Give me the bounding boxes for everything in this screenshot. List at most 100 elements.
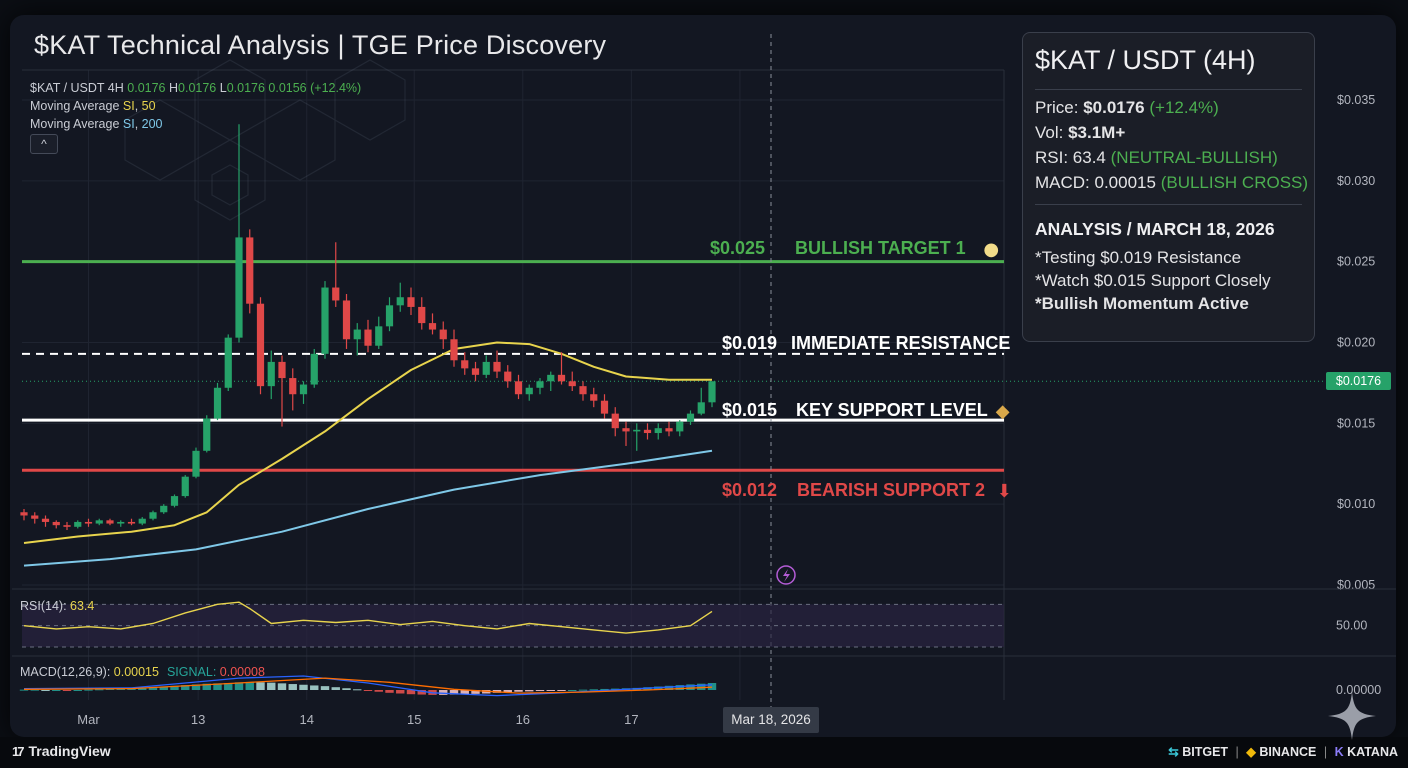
level-name-label: BEARISH SUPPORT 2: [797, 480, 985, 500]
candle-body: [579, 386, 587, 395]
current-price-badge: $0.0176: [1326, 372, 1391, 390]
macd-hist-bar: [234, 682, 244, 690]
price-axis[interactable]: $0.035 $0.030 $0.025 $0.020 $0.015 $0.010 $0.0…: [1337, 93, 1375, 592]
macd-hist-bar: [460, 690, 469, 695]
candle-body: [665, 428, 673, 432]
candle-body: [697, 402, 705, 414]
candle-body: [611, 413, 619, 429]
candle-body: [149, 512, 157, 519]
macd-hist-bar: [288, 684, 297, 690]
macd-hist-bar: [52, 690, 61, 691]
candle-body: [375, 326, 383, 346]
macd-hist-bar: [138, 687, 147, 690]
candle-body: [428, 323, 437, 330]
macd-hist-bar: [697, 683, 706, 690]
macd-hist-bar: [41, 690, 50, 691]
macd-hist-bar: [406, 690, 416, 695]
bitget-icon: ⇆: [1168, 745, 1179, 759]
macd-hist-bar: [385, 690, 394, 693]
legend-ma-fast[interactable]: Moving Average SI, 50: [30, 99, 156, 113]
katana-icon: K: [1334, 745, 1344, 759]
page-title: $KAT Technical Analysis | TGE Price Disc…: [34, 30, 607, 60]
macd-hist-bar: [256, 682, 265, 690]
candle-body: [224, 337, 232, 388]
x-tick-label: 17: [624, 712, 638, 727]
partner-katana: KATANA: [1347, 745, 1398, 759]
candle-body: [557, 374, 566, 382]
candle-body: [482, 361, 490, 375]
candle-body: [95, 520, 103, 524]
candle-body: [213, 387, 222, 419]
y-tick-label: $0.025: [1337, 255, 1375, 269]
y-tick-label: $0.015: [1337, 416, 1375, 430]
candle-body: [299, 384, 308, 395]
macd-hist-bar: [105, 688, 115, 690]
legend-pair: $KAT / USDT 4H: [30, 81, 124, 95]
candle-body: [138, 518, 146, 524]
candle-body: [41, 518, 50, 522]
macd-hist-bar: [148, 687, 158, 690]
y-tick-label: $0.005: [1337, 578, 1375, 592]
candle-body: [654, 428, 662, 434]
alert-icon[interactable]: [776, 565, 796, 585]
candle-body: [52, 521, 60, 526]
macd-hist-bar: [277, 683, 287, 690]
candle-body: [364, 329, 372, 346]
time-axis[interactable]: Mar131415161718: [77, 712, 747, 727]
macd-hist-bar: [439, 690, 448, 695]
candle-body: [385, 305, 394, 327]
ma-slow-line: [23, 449, 713, 567]
legend-close: 0.0156 (+12.4%): [268, 81, 362, 95]
macd-hist-bar: [159, 686, 168, 690]
candle-body: [547, 374, 555, 382]
macd-hist-bar: [471, 690, 480, 694]
macd-axis-label: 0.00000: [1336, 683, 1381, 697]
macd-value: 0.00015: [114, 665, 159, 679]
macd-line: [23, 675, 713, 697]
level-name-label: BULLISH TARGET 1: [795, 238, 966, 258]
analysis-note: *Bullish Momentum Active: [1035, 294, 1249, 313]
candle-body: [471, 368, 480, 375]
macd-hist-bar: [62, 690, 72, 691]
macd-hist-bar: [202, 683, 211, 690]
candle-body: [633, 429, 641, 432]
bolt-icon: [783, 569, 790, 582]
macd-hist-bar: [170, 685, 179, 690]
binance-icon: ◆: [1246, 745, 1256, 759]
collapse-legend-button[interactable]: ^: [30, 134, 58, 154]
macd-hist-bar: [600, 688, 609, 690]
candle-body: [321, 287, 329, 354]
legend-ma-slow[interactable]: Moving Average SI, 200: [30, 117, 163, 131]
info-macd: MACD: 0.00015 (BULLISH CROSS): [1035, 173, 1309, 192]
candle-body: [267, 361, 275, 387]
rsi-label: RSI(14): 63.4: [20, 599, 94, 613]
candle-body: [256, 303, 265, 387]
macd-hist-bar: [675, 685, 684, 690]
info-rsi: RSI: 63.4 (NEUTRAL-BULLISH): [1035, 148, 1278, 167]
level-price-label: $0.019: [722, 333, 777, 353]
candle-body: [332, 287, 340, 301]
divider: [1035, 204, 1302, 205]
y-tick-label: $0.030: [1337, 174, 1375, 188]
x-tick-label: Mar: [77, 712, 100, 727]
analysis-note: *Testing $0.019 Resistance: [1035, 248, 1242, 267]
macd-hist-bar: [514, 690, 523, 692]
macd-hist-bar: [546, 690, 555, 691]
candle-body: [396, 297, 404, 306]
candle-body: [170, 496, 179, 506]
macd-hist-bar: [320, 686, 330, 690]
macd-hist-bar: [73, 690, 82, 691]
candle-body: [525, 387, 533, 395]
candle-body: [278, 361, 286, 379]
macd-hist-bar: [353, 689, 362, 691]
candle-body: [20, 512, 28, 516]
macd-hist-bar: [396, 690, 405, 694]
legend-ohlc-row: $KAT / USDT 4H 0.0176 H0.0176 L0.0176 0.…: [30, 79, 361, 97]
candle-body: [504, 371, 512, 382]
macd-hist-bar: [557, 690, 566, 691]
rsi-panel: RSI(14): 63.4 50.00: [12, 588, 1396, 648]
tradingview-logo[interactable]: 17 TradingView: [12, 743, 111, 759]
macd-hist-bar: [525, 690, 534, 692]
macd-hist-bar: [30, 689, 39, 691]
